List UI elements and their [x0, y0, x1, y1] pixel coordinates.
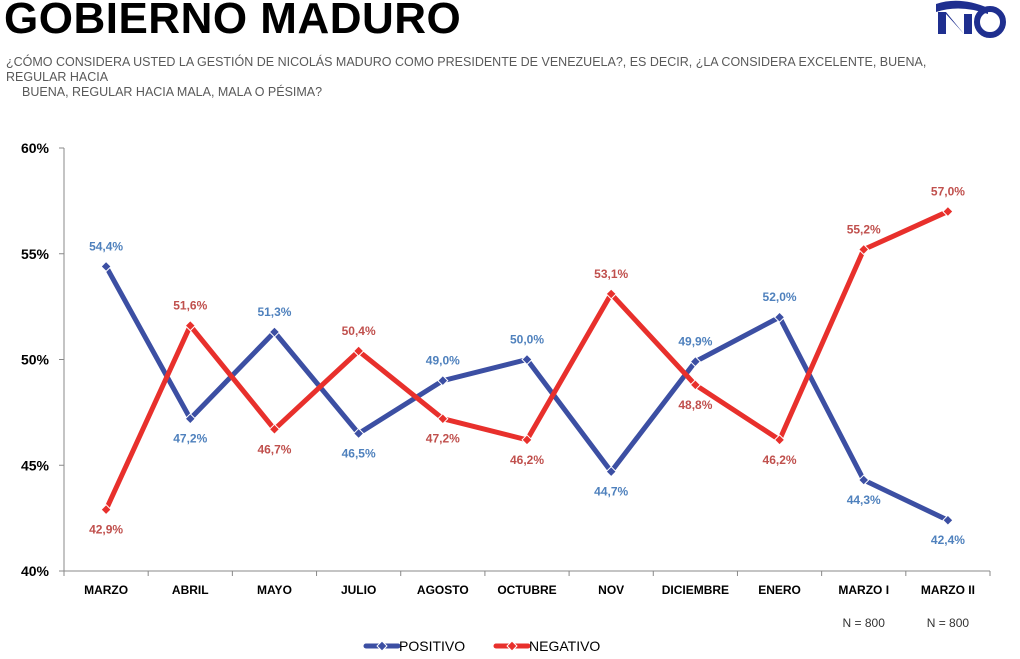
svg-text:~~~: ~~~	[986, 32, 996, 40]
data-point	[352, 427, 365, 440]
data-point	[605, 288, 617, 300]
legend-label: NEGATIVO	[529, 638, 600, 654]
chart-series-lines	[103, 208, 951, 523]
x-tick-label: ABRIL	[172, 583, 209, 597]
data-label: 49,9%	[678, 335, 712, 349]
y-tick-label: 40%	[21, 563, 50, 579]
data-label: 46,5%	[342, 447, 376, 461]
x-tick-label: AGOSTO	[417, 583, 469, 597]
data-point	[100, 260, 112, 273]
series-line-positivo	[103, 263, 951, 523]
x-tick-label: NOV	[598, 583, 624, 597]
data-point	[521, 434, 533, 446]
chart-axes: 40% 45% 50% 55% 60% MARZO ABRIL MAYO JULIO AGOSTO…	[21, 140, 991, 630]
data-label: 44,7%	[594, 485, 628, 499]
y-tick-label: 55%	[21, 246, 50, 262]
sample-size-note: N = 800	[843, 616, 886, 630]
pollster-logo: ~~~	[936, 0, 1006, 40]
data-point	[773, 434, 786, 446]
y-tick-label: 60%	[21, 140, 50, 156]
sample-size-note: N = 800	[927, 616, 970, 630]
data-label: 46,2%	[763, 453, 797, 467]
data-label: 51,3%	[257, 305, 291, 319]
chart-data-labels: 54,4% 47,2% 51,3% 46,5% 49,0% 50,0% 44,7% 49,9%…	[89, 184, 965, 547]
data-point	[858, 243, 870, 256]
x-tick-label: DICIEMBRE	[662, 583, 729, 597]
x-tick-label: MARZO	[84, 583, 128, 597]
data-point	[437, 413, 449, 425]
x-tick-label: OCTUBRE	[497, 583, 556, 597]
data-label: 47,2%	[173, 432, 207, 446]
data-point	[437, 374, 449, 387]
x-tick-label: MAYO	[257, 583, 292, 597]
data-label: 54,4%	[89, 239, 123, 253]
data-label: 42,4%	[931, 533, 965, 547]
data-label: 42,9%	[89, 523, 123, 537]
legend-label: POSITIVO	[399, 638, 465, 654]
chart-title: GOBIERNO MADURO	[4, 0, 462, 43]
data-label: 52,0%	[763, 290, 797, 304]
x-tick-label: MARZO I	[838, 583, 889, 597]
data-point	[942, 205, 954, 218]
data-point	[858, 474, 870, 486]
data-point	[184, 320, 196, 332]
legend-marker	[376, 640, 388, 652]
data-label: 57,0%	[931, 184, 965, 198]
data-label: 55,2%	[847, 223, 881, 237]
chart-data-points	[100, 205, 954, 526]
data-label: 46,2%	[510, 453, 544, 467]
data-point	[521, 353, 533, 366]
data-point	[100, 504, 112, 516]
data-label: 53,1%	[594, 267, 628, 281]
data-point	[605, 465, 617, 478]
x-tick-label: JULIO	[341, 583, 376, 597]
data-label: 51,6%	[173, 299, 207, 313]
y-tick-label: 50%	[21, 352, 50, 368]
data-point	[689, 355, 702, 368]
data-label: 47,2%	[426, 432, 460, 446]
data-label: 48,8%	[678, 398, 712, 412]
data-point	[184, 413, 196, 425]
data-point	[689, 379, 702, 391]
chart-question: ¿CÓMO CONSIDERA USTED LA GESTIÓN DE NICO…	[6, 55, 966, 100]
question-line-2: BUENA, REGULAR HACIA MALA, MALA O PÉSIMA…	[22, 85, 323, 99]
data-label: 50,4%	[342, 324, 376, 338]
data-label: 50,0%	[510, 333, 544, 347]
data-point	[942, 514, 954, 526]
data-point	[352, 345, 365, 357]
y-tick-label: 45%	[21, 457, 50, 473]
data-point	[773, 311, 786, 323]
data-label: 46,7%	[257, 442, 291, 456]
data-label: 44,3%	[847, 493, 881, 507]
question-line-1: ¿CÓMO CONSIDERA USTED LA GESTIÓN DE NICO…	[6, 55, 927, 84]
x-tick-label: ENERO	[758, 583, 801, 597]
data-label: 49,0%	[426, 354, 460, 368]
x-tick-label: MARZO II	[921, 583, 975, 597]
data-point	[268, 326, 281, 338]
legend-marker	[506, 640, 518, 652]
data-point	[268, 423, 281, 435]
chart-legend: POSITIVO NEGATIVO	[363, 638, 600, 654]
